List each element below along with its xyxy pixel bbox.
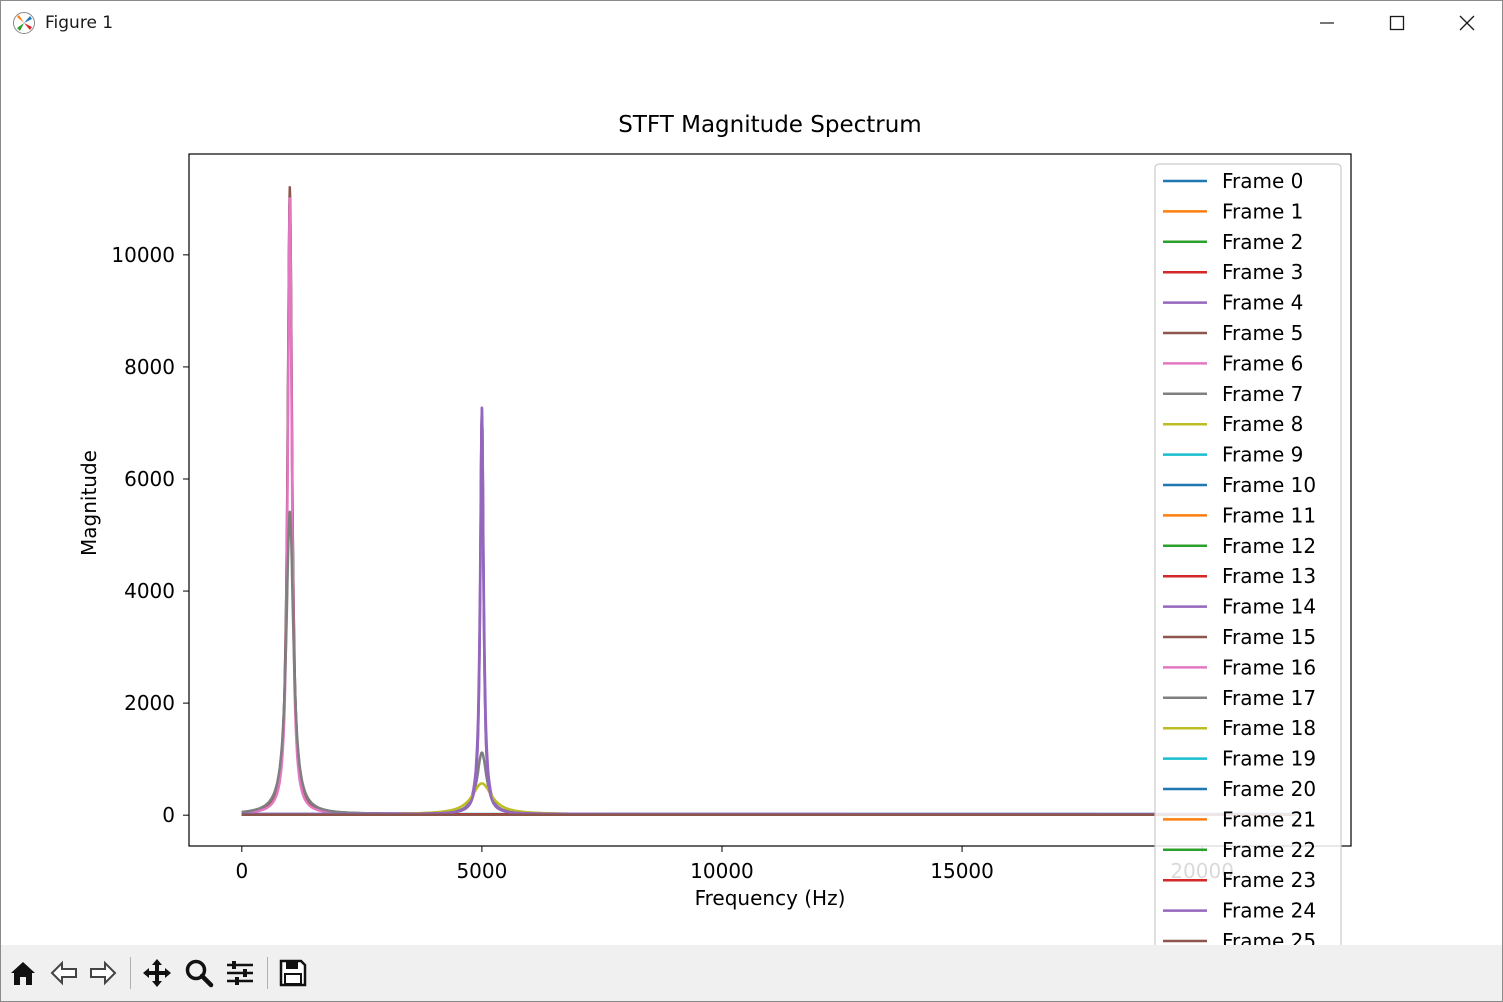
close-button[interactable] bbox=[1432, 1, 1502, 45]
legend-label: Frame 5 bbox=[1222, 321, 1303, 345]
legend-label: Frame 15 bbox=[1222, 625, 1316, 649]
legend-label: Frame 21 bbox=[1222, 807, 1316, 831]
window-title: Figure 1 bbox=[45, 13, 114, 33]
legend-label: Frame 11 bbox=[1222, 503, 1316, 527]
y-tick-label: 0 bbox=[162, 803, 175, 827]
toolbar-separator bbox=[267, 957, 268, 989]
minimize-button[interactable] bbox=[1292, 1, 1362, 45]
home-button[interactable] bbox=[5, 955, 41, 991]
legend-label: Frame 22 bbox=[1222, 838, 1316, 862]
forward-button[interactable] bbox=[85, 955, 121, 991]
save-button[interactable] bbox=[275, 955, 311, 991]
back-arrow-icon bbox=[50, 960, 77, 986]
toolbar-separator bbox=[130, 957, 131, 989]
y-tick-label: 8000 bbox=[124, 355, 175, 379]
magnifier-icon bbox=[185, 959, 214, 988]
series-line bbox=[241, 190, 1302, 816]
zoom-button[interactable] bbox=[181, 955, 217, 991]
legend-label: Frame 24 bbox=[1222, 899, 1316, 923]
legend-label: Frame 4 bbox=[1222, 291, 1303, 315]
title-bar: Figure 1 bbox=[1, 1, 1502, 45]
navigation-toolbar bbox=[1, 945, 1502, 1001]
legend-label: Frame 1 bbox=[1222, 199, 1303, 223]
axes-frame bbox=[188, 153, 1352, 847]
y-tick-label: 10000 bbox=[111, 243, 175, 267]
legend-label: Frame 12 bbox=[1222, 534, 1316, 558]
legend-label: Frame 0 bbox=[1222, 169, 1303, 193]
figure-canvas[interactable]: STFT Magnitude Spectrum 0 5000 10000 15000 2… bbox=[1, 45, 1502, 970]
y-tick-label: 2000 bbox=[124, 691, 175, 715]
legend-label: Frame 13 bbox=[1222, 564, 1316, 588]
configure-subplots-button[interactable] bbox=[222, 955, 258, 991]
forward-arrow-icon bbox=[90, 960, 117, 986]
x-tick-label: 5000 bbox=[456, 859, 507, 883]
series-line bbox=[241, 409, 1302, 816]
legend-label: Frame 20 bbox=[1222, 777, 1316, 801]
move-icon bbox=[143, 959, 171, 987]
series-line bbox=[241, 406, 1302, 816]
legend-label: Frame 18 bbox=[1222, 716, 1316, 740]
legend-label: Frame 16 bbox=[1222, 655, 1316, 679]
sliders-icon bbox=[227, 961, 253, 985]
close-icon bbox=[1459, 15, 1475, 31]
series-line bbox=[241, 782, 1302, 816]
legend-label: Frame 2 bbox=[1222, 230, 1303, 254]
legend: Frame 0 Frame 1 Frame 2 Frame 3 Frame 4 Frame… bbox=[1154, 163, 1342, 970]
x-tick-label: 15000 bbox=[930, 859, 994, 883]
series-line bbox=[241, 196, 1302, 816]
legend-label: Frame 25 bbox=[1222, 929, 1316, 945]
plot-area bbox=[241, 185, 1302, 816]
y-tick-label: 4000 bbox=[124, 579, 175, 603]
series-line bbox=[241, 510, 1302, 816]
pan-button[interactable] bbox=[139, 955, 175, 991]
legend-label: Frame 19 bbox=[1222, 747, 1316, 771]
x-axis-label: Frequency (Hz) bbox=[695, 886, 846, 910]
matplotlib-app-icon bbox=[12, 11, 36, 35]
legend-label: Frame 9 bbox=[1222, 443, 1303, 467]
maximize-icon bbox=[1389, 15, 1405, 31]
legend-label: Frame 17 bbox=[1222, 686, 1316, 710]
minimize-icon bbox=[1320, 22, 1334, 24]
y-axis-label: Magnitude bbox=[77, 450, 101, 556]
legend-label: Frame 23 bbox=[1222, 868, 1316, 892]
y-tick-label: 6000 bbox=[124, 467, 175, 491]
legend-label: Frame 3 bbox=[1222, 260, 1303, 284]
x-tick-label: 10000 bbox=[690, 859, 754, 883]
x-tick-label: 0 bbox=[235, 859, 248, 883]
legend-label: Frame 6 bbox=[1222, 351, 1303, 375]
legend-label: Frame 8 bbox=[1222, 412, 1303, 436]
legend-label: Frame 14 bbox=[1222, 595, 1316, 619]
chart-svg: STFT Magnitude Spectrum 0 5000 10000 15000 2… bbox=[77, 112, 1352, 970]
legend-label: Frame 10 bbox=[1222, 473, 1316, 497]
floppy-disk-icon bbox=[279, 959, 307, 987]
home-icon bbox=[11, 962, 35, 985]
chart-title: STFT Magnitude Spectrum bbox=[618, 112, 921, 138]
series-line bbox=[241, 185, 1302, 816]
maximize-button[interactable] bbox=[1362, 1, 1432, 45]
back-button[interactable] bbox=[46, 955, 82, 991]
legend-label: Frame 7 bbox=[1222, 382, 1303, 406]
